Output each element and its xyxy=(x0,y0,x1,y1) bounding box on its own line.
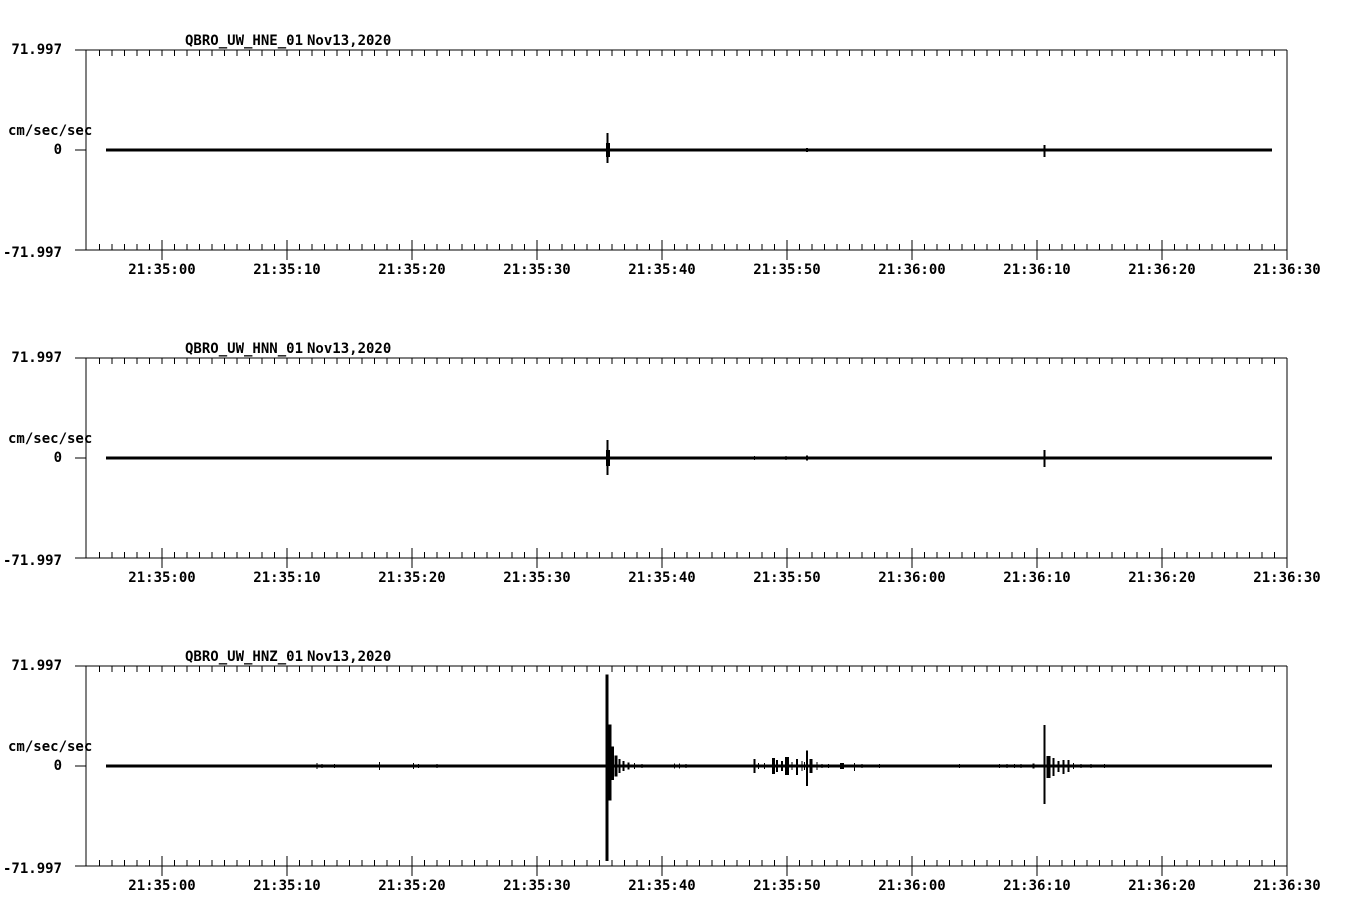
x-tick-label: 21:36:20 xyxy=(1128,878,1196,894)
x-tick-label: 21:35:40 xyxy=(628,262,696,278)
x-tick-label: 21:35:30 xyxy=(503,878,571,894)
x-tick-label: 21:35:00 xyxy=(128,262,196,278)
y-axis-unit-label: cm/sec/sec xyxy=(8,123,93,139)
x-tick-label: 21:35:20 xyxy=(378,878,446,894)
x-tick-label: 21:35:20 xyxy=(378,570,446,586)
y-axis-unit-label: cm/sec/sec xyxy=(8,431,93,447)
y-tick-label-zero: 0 xyxy=(53,450,62,466)
x-tick-label: 21:35:40 xyxy=(628,878,696,894)
x-tick-label: 21:35:00 xyxy=(128,570,196,586)
x-tick-label: 21:36:30 xyxy=(1253,570,1321,586)
x-tick-label: 21:35:10 xyxy=(253,878,321,894)
panel-title-date: Nov13,2020 xyxy=(307,33,392,49)
x-tick-label: 21:36:00 xyxy=(878,262,946,278)
y-tick-label-min: -71.997 xyxy=(2,861,62,877)
y-tick-label-max: 71.997 xyxy=(11,658,62,674)
x-tick-label: 21:36:10 xyxy=(1003,570,1071,586)
panel-title-date: Nov13,2020 xyxy=(307,341,392,357)
x-tick-label: 21:36:00 xyxy=(878,570,946,586)
y-tick-label-zero: 0 xyxy=(53,142,62,158)
y-tick-label-min: -71.997 xyxy=(2,553,62,569)
x-tick-label: 21:36:30 xyxy=(1253,262,1321,278)
x-tick-label: 21:36:30 xyxy=(1253,878,1321,894)
panel-title-station: QBRO_UW_HNE_01 xyxy=(185,33,304,49)
panel-title-station: QBRO_UW_HNZ_01 xyxy=(185,649,304,665)
x-tick-label: 21:35:00 xyxy=(128,878,196,894)
y-tick-label-zero: 0 xyxy=(53,758,62,774)
y-tick-label-max: 71.997 xyxy=(11,42,62,58)
y-tick-label-min: -71.997 xyxy=(2,245,62,261)
x-tick-label: 21:36:10 xyxy=(1003,878,1071,894)
x-tick-label: 21:36:00 xyxy=(878,878,946,894)
y-tick-label-max: 71.997 xyxy=(11,350,62,366)
x-tick-label: 21:36:10 xyxy=(1003,262,1071,278)
x-tick-label: 21:35:50 xyxy=(753,262,821,278)
y-axis-unit-label: cm/sec/sec xyxy=(8,739,93,755)
x-tick-label: 21:35:20 xyxy=(378,262,446,278)
x-tick-label: 21:35:10 xyxy=(253,262,321,278)
x-tick-label: 21:35:40 xyxy=(628,570,696,586)
x-tick-label: 21:35:50 xyxy=(753,570,821,586)
x-tick-label: 21:35:30 xyxy=(503,262,571,278)
panel-title-station: QBRO_UW_HNN_01 xyxy=(185,341,304,357)
x-tick-label: 21:35:10 xyxy=(253,570,321,586)
x-tick-label: 21:35:30 xyxy=(503,570,571,586)
x-tick-label: 21:35:50 xyxy=(753,878,821,894)
panel-title-date: Nov13,2020 xyxy=(307,649,392,665)
x-tick-label: 21:36:20 xyxy=(1128,262,1196,278)
x-tick-label: 21:36:20 xyxy=(1128,570,1196,586)
